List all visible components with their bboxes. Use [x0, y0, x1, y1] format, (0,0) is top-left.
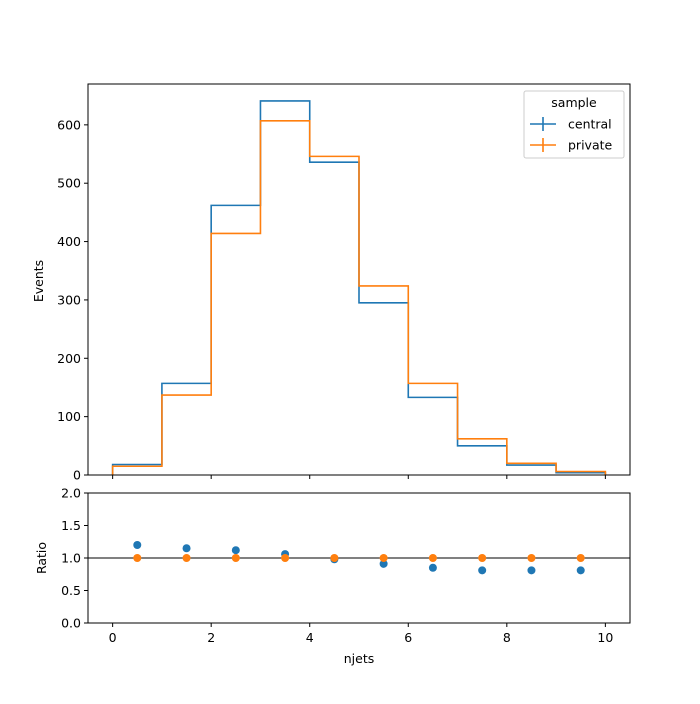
- ratio-y-ticks: 0.0 0.5 1.0 1.5 2.0: [61, 486, 88, 631]
- events-y-axis-label: Events: [31, 260, 46, 302]
- ratio-point-central: [576, 566, 585, 575]
- x-tick-label: 8: [503, 630, 511, 645]
- ratio-y-tick-label: 0.5: [61, 583, 81, 598]
- series-line-private: [111, 119, 607, 475]
- legend-title: sample: [551, 95, 597, 110]
- ratio-y-tick-label: 1.5: [61, 518, 81, 533]
- ratio-point-private: [379, 554, 388, 562]
- ratio-point-central: [182, 544, 191, 553]
- events-y-tick-label: 600: [57, 117, 81, 132]
- events-series-layer: [111, 100, 607, 475]
- ratio-point-private: [527, 554, 536, 562]
- events-y-tick-label: 200: [57, 351, 81, 366]
- ratio-point-private: [428, 554, 437, 562]
- ratio-y-axis-label: Ratio: [34, 542, 49, 574]
- ratio-point-private: [231, 554, 240, 562]
- ratio-point-private: [330, 554, 339, 562]
- ratio-point-central: [133, 541, 142, 549]
- x-tick-label: 2: [207, 630, 215, 645]
- ratio-point-private: [281, 554, 290, 562]
- legend-label-central: central: [568, 117, 612, 132]
- events-panel-frame: [87, 83, 631, 476]
- ratio-y-tick-label: 1.0: [61, 551, 81, 566]
- x-axis-label: njets: [344, 651, 375, 666]
- ratio-point-private: [576, 554, 585, 562]
- ratio-y-tick-label: 0.0: [61, 616, 81, 631]
- events-y-tick-label: 0: [73, 468, 81, 483]
- events-y-ticks: 0 100 200 300 400 500 600: [57, 117, 88, 483]
- ratio-point-central: [478, 566, 487, 575]
- ratio-point-central: [527, 566, 536, 575]
- events-panel: 0 100 200 300 400 500 600 Events: [31, 83, 631, 483]
- ratio-point-private: [133, 554, 142, 562]
- ratio-points-layer: [133, 541, 585, 575]
- ratio-panel: 0.0 0.5 1.0 1.5 2.0 0 2 4 6 8 10 Ratio njets: [34, 486, 631, 666]
- x-tick-label: 6: [404, 630, 412, 645]
- ratio-point-private: [182, 554, 191, 562]
- events-y-tick-label: 500: [57, 176, 81, 191]
- ratio-point-central: [379, 559, 388, 568]
- ratio-point-central: [231, 546, 240, 555]
- x-tick-label: 4: [306, 630, 314, 645]
- events-x-ticks: [112, 475, 606, 479]
- ratio-x-ticks: 0 2 4 6 8 10: [109, 623, 613, 645]
- legend-frame: [523, 90, 625, 159]
- ratio-point-private: [478, 554, 487, 562]
- events-y-tick-label: 400: [57, 234, 81, 249]
- legend-label-private: private: [568, 138, 613, 153]
- legend-items: central private: [530, 117, 613, 153]
- x-tick-label: 10: [597, 630, 613, 645]
- events-y-tick-label: 300: [57, 292, 81, 307]
- ratio-y-tick-label: 2.0: [61, 486, 81, 501]
- x-tick-label: 0: [109, 630, 117, 645]
- ratio-point-central: [428, 563, 437, 572]
- events-y-tick-label: 100: [57, 409, 81, 424]
- legend: sample central private: [523, 90, 625, 159]
